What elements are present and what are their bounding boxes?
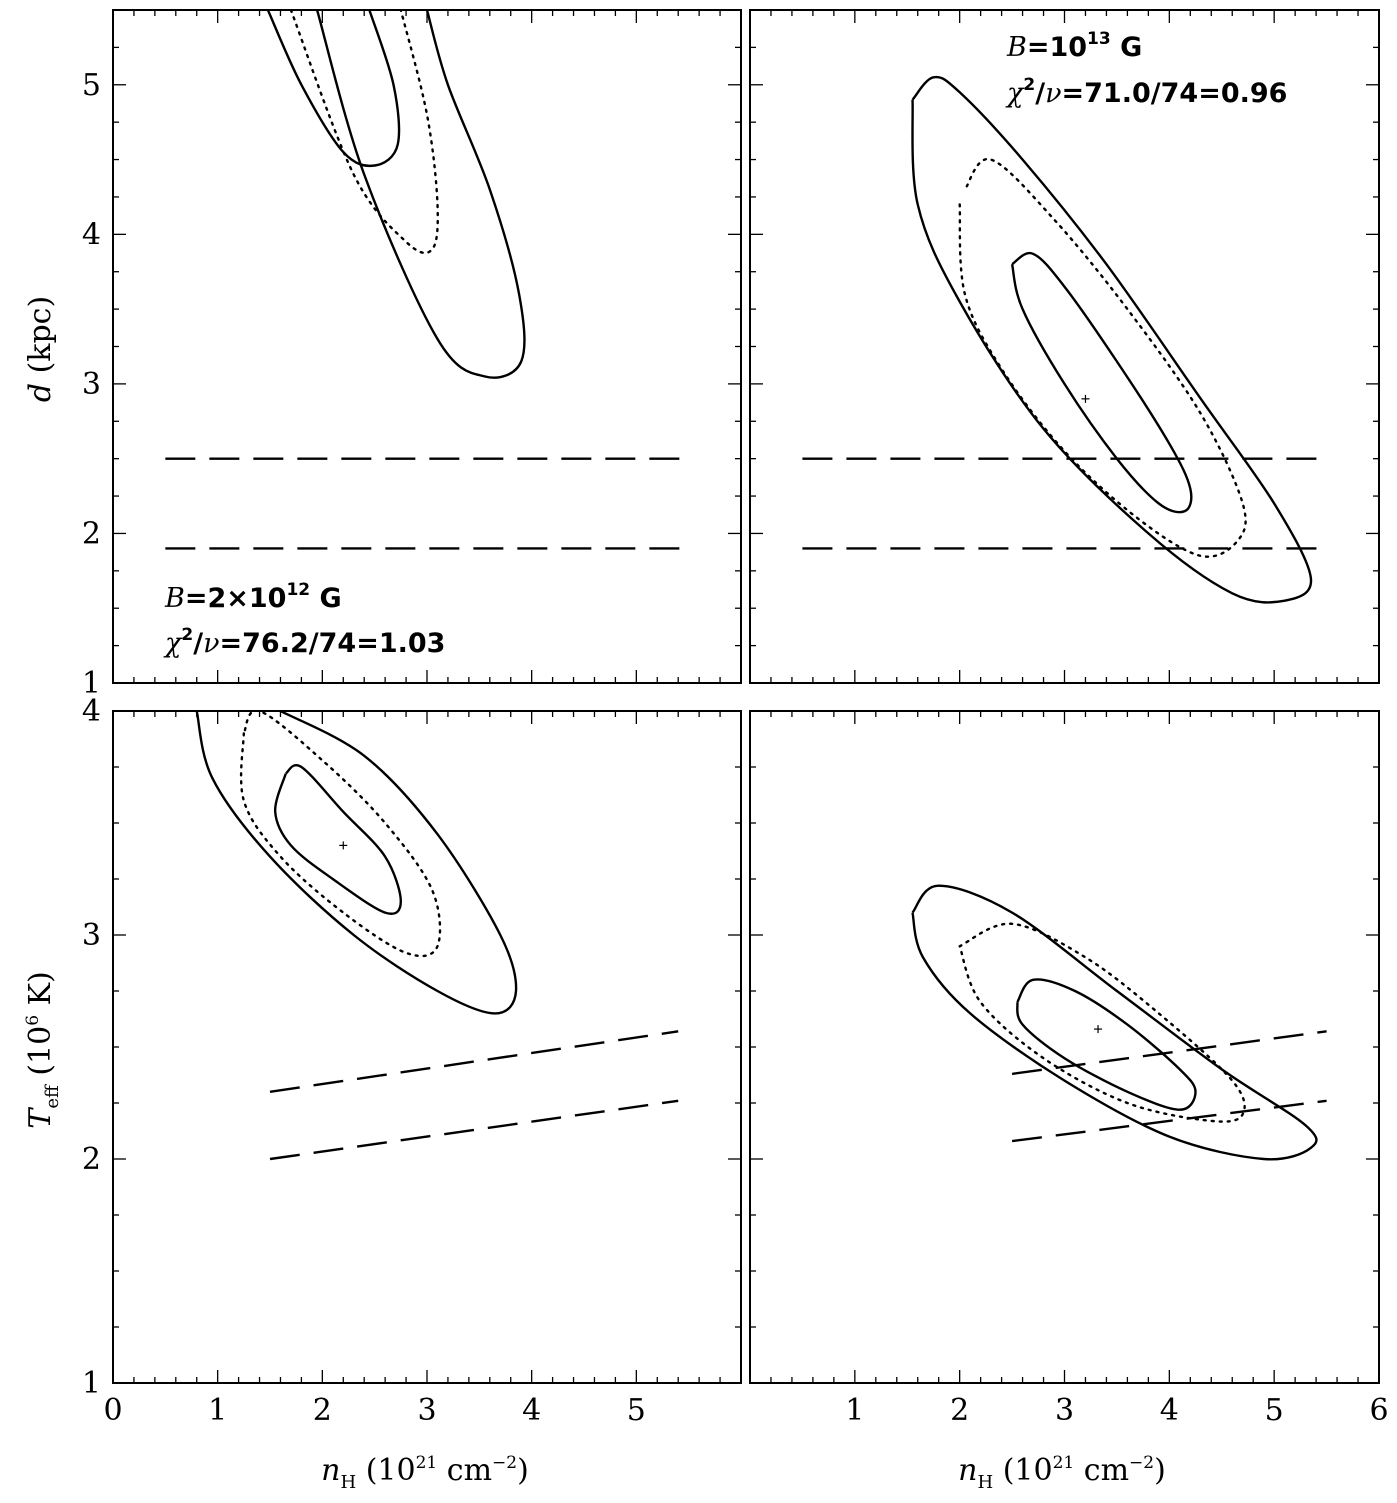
y-axis-label: Teff (106 K) [23, 971, 63, 1128]
x-tick-label: 1 [208, 1393, 227, 1428]
panel-frame [749, 9, 1380, 684]
contour-solid-2 [195, 711, 518, 1015]
contour-series [165, 10, 689, 550]
contour-solid-2 [315, 10, 526, 379]
annotation-line2: χ2/ν=71.0/74=0.96 [1005, 75, 1287, 109]
x-axis-label: nH (1021 cm−2) [321, 1453, 529, 1493]
annotation-line1: B=2×1012 G [164, 580, 342, 614]
contour-solid-2 [911, 75, 1313, 604]
y-tick-label: 3 [82, 918, 101, 953]
constraint-dashed-line-0 [1011, 1030, 1327, 1076]
tick-marks [112, 9, 742, 684]
x-tick-label: 3 [417, 1393, 436, 1428]
contour-series [802, 75, 1327, 604]
x-tick-label: 5 [627, 1393, 646, 1428]
y-tick-label: 4 [82, 694, 101, 729]
contour-series [195, 711, 679, 1161]
tick-marks [112, 710, 742, 1384]
panel-frame [749, 710, 1380, 1384]
contour-dotted-1 [289, 10, 439, 255]
y-tick-label: 3 [82, 367, 101, 402]
tick-marks [749, 9, 1380, 684]
contour-dotted-1 [239, 711, 442, 958]
contour-dotted-1 [958, 158, 1247, 558]
contour-solid-2 [911, 884, 1318, 1161]
panel-bottom-right: 1 2 3 4 5 6 nH (1021 cm−2) [749, 710, 1389, 1493]
x-tick-label: 6 [1369, 1393, 1388, 1428]
contour-solid-0 [1010, 251, 1193, 514]
y-tick-label: 1 [82, 666, 101, 701]
contour-series [911, 884, 1327, 1161]
tick-labels: 1 2 3 4 5 [82, 68, 101, 701]
contour-solid-0 [1016, 978, 1197, 1111]
y-axis-label: d (kpc) [23, 296, 58, 402]
x-tick-label: 1 [845, 1393, 864, 1428]
panel-frame [112, 710, 742, 1384]
constraint-dashed-line-1 [269, 1099, 679, 1161]
y-tick-label: 5 [82, 68, 101, 103]
tick-labels: 1 2 3 4 5 6 [845, 1393, 1388, 1428]
panel-top-right: B=1013 G χ2/ν=71.0/74=0.96 [749, 9, 1380, 684]
x-tick-label: 4 [1160, 1393, 1179, 1428]
constraint-dashed-line-1 [1011, 1099, 1327, 1143]
tick-marks [749, 710, 1380, 1384]
y-tick-label: 4 [82, 217, 101, 252]
y-tick-label: 2 [82, 1142, 101, 1177]
contour-solid-0 [266, 10, 401, 168]
y-tick-label: 1 [82, 1366, 101, 1401]
annotation-line1: B=1013 G [1006, 29, 1142, 63]
contour-dotted-1 [958, 922, 1246, 1123]
x-tick-label: 5 [1265, 1393, 1284, 1428]
x-axis-label: nH (1021 cm−2) [958, 1453, 1166, 1493]
panel-top-left: 1 2 3 4 5 d (kpc) B=2×1012 G χ2/ν=76.2/74=1.… [23, 9, 742, 701]
y-tick-label: 2 [82, 516, 101, 551]
x-tick-label: 4 [522, 1393, 541, 1428]
contour-solid-0 [273, 764, 403, 915]
x-tick-label: 0 [103, 1393, 122, 1428]
x-tick-label: 2 [950, 1393, 969, 1428]
x-tick-label: 2 [313, 1393, 332, 1428]
constraint-dashed-line-0 [269, 1030, 679, 1093]
x-tick-label: 3 [1055, 1393, 1074, 1428]
annotation-line2: χ2/ν=76.2/74=1.03 [163, 625, 445, 659]
